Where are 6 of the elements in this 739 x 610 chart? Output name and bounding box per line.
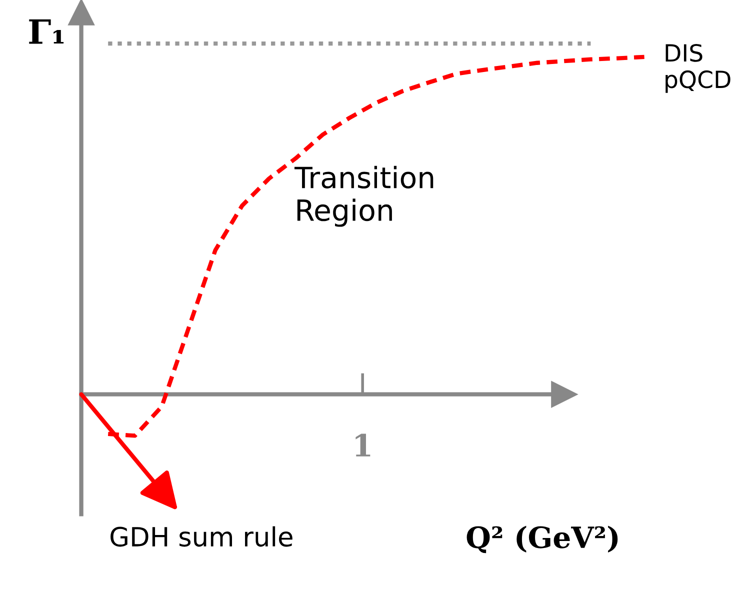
text: GDH sum rule [110,526,292,547]
y-axis-title: Γ₁ [29,19,64,44]
annotation: Transition Region [294,166,434,227]
x-axis-title: Q² (GeV²) [466,526,618,554]
annotation: 1 [356,434,370,456]
text: DIS pQCD [666,44,730,93]
